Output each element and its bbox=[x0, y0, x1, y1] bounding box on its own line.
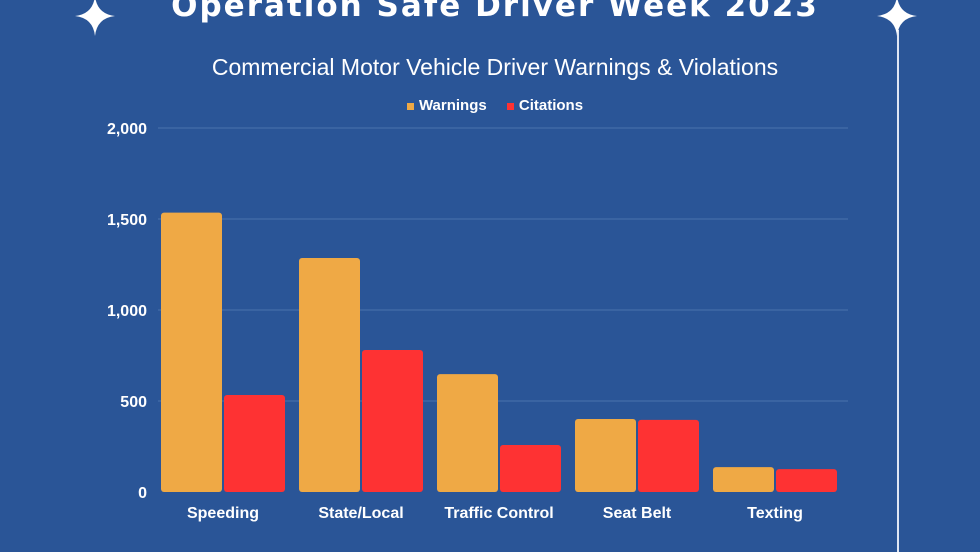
x-tick-label: Texting bbox=[747, 505, 803, 522]
legend-item-citations: Citations bbox=[506, 97, 584, 114]
x-tick-label: Speeding bbox=[187, 505, 259, 522]
y-tick-label: 500 bbox=[120, 394, 147, 411]
bar-warnings bbox=[437, 374, 498, 492]
bar-warnings bbox=[713, 467, 774, 492]
bar-citations bbox=[224, 394, 285, 492]
chart-subtitle: Commercial Motor Vehicle Driver Warnings… bbox=[211, 54, 779, 80]
legend-swatch-warnings bbox=[406, 102, 414, 110]
bar-citations bbox=[500, 445, 561, 492]
x-tick-label: Seat Belt bbox=[603, 505, 672, 522]
legend: Warnings Citations bbox=[0, 97, 980, 114]
sparkle-icon bbox=[877, 0, 917, 36]
bar-citations bbox=[362, 350, 423, 492]
bar-warnings bbox=[575, 419, 636, 492]
bar-citations bbox=[776, 469, 837, 492]
legend-item-warnings: Warnings bbox=[406, 97, 487, 114]
y-tick-label: 0 bbox=[138, 485, 147, 502]
legend-label: Warnings bbox=[418, 97, 487, 114]
chart-title: Operation Safe Driver Week 2023 bbox=[171, 0, 819, 24]
sparkle-icon bbox=[75, 0, 115, 36]
legend-swatch-citations bbox=[506, 102, 514, 110]
bar-warnings bbox=[161, 212, 222, 492]
y-tick-label: 1,500 bbox=[107, 212, 147, 229]
decorative-line bbox=[897, 30, 899, 552]
y-tick-label: 2,000 bbox=[107, 121, 147, 138]
x-tick-label: State/Local bbox=[318, 505, 403, 522]
bar-citations bbox=[638, 419, 699, 492]
legend-label: Citations bbox=[518, 97, 584, 114]
x-tick-label: Traffic Control bbox=[444, 505, 553, 522]
bar-warnings bbox=[299, 257, 360, 492]
y-tick-label: 1,000 bbox=[107, 303, 147, 320]
